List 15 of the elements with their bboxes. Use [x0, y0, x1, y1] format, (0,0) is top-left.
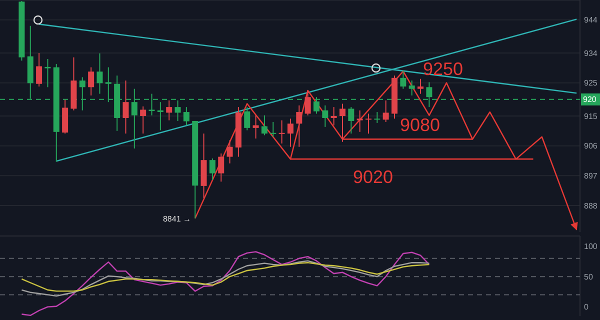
annotation: 8841 →: [162, 214, 191, 224]
ref-line-label: 920: [583, 95, 597, 104]
annotation: 9020: [352, 167, 394, 188]
y-tick-label: 100: [584, 242, 598, 252]
y-tick-label: 897: [584, 171, 598, 180]
y-tick-label: 915: [584, 112, 598, 121]
annotation: 9250: [422, 58, 464, 79]
y-tick-label: 934: [584, 48, 598, 58]
y-tick-label: 50: [584, 272, 594, 282]
y-tick-label: 906: [584, 142, 598, 151]
y-tick-label: 944: [584, 16, 598, 25]
y-tick-label: 888: [584, 201, 598, 210]
y-tick-label: 925: [584, 78, 598, 88]
y-tick-label: 0: [584, 302, 589, 312]
annotation: 9080: [400, 115, 440, 136]
